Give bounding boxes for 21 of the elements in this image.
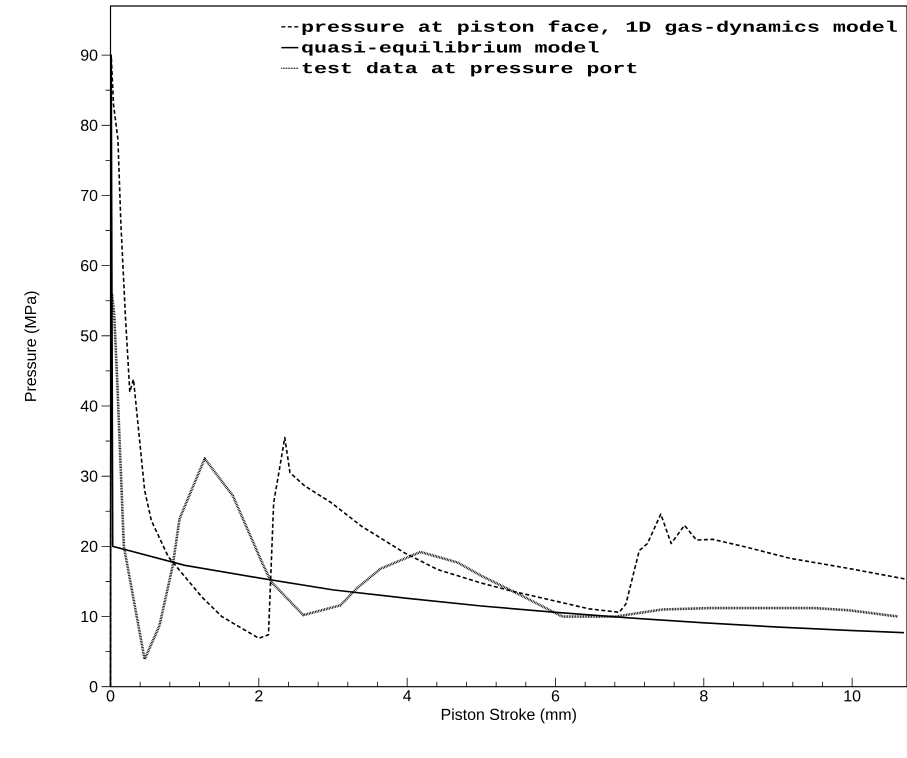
y-tick-label: 70 <box>81 190 98 202</box>
y-tick-label: 90 <box>81 49 98 61</box>
legend-label: test data at pressure port <box>302 62 636 76</box>
x-tick-label: 8 <box>700 690 708 702</box>
x-tick-label: 0 <box>106 690 114 702</box>
x-tick-label: 4 <box>403 690 412 702</box>
x-tick-label: 2 <box>255 690 262 702</box>
y-tick-label: 40 <box>80 400 98 412</box>
x-tick-label: 10 <box>844 690 860 702</box>
y-tick-label: 0 <box>90 681 98 692</box>
legend-label: pressure at piston face, 1D gas-dynamics model <box>302 20 897 36</box>
legend-label: quasi-equilibrium model <box>302 41 599 56</box>
y-tick-label: 60 <box>81 260 98 272</box>
y-tick-label: 20 <box>81 540 98 552</box>
x-axis-title: Piston Stroke (mm) <box>442 708 576 724</box>
x-tick-label: 6 <box>552 690 560 702</box>
y-tick-label: 80 <box>80 120 98 131</box>
y-tick-label: 30 <box>80 470 98 482</box>
y-tick-label: 50 <box>80 330 98 342</box>
y-axis-title: Pressure (MPa) <box>24 292 40 401</box>
y-tick-label: 10 <box>81 610 98 622</box>
